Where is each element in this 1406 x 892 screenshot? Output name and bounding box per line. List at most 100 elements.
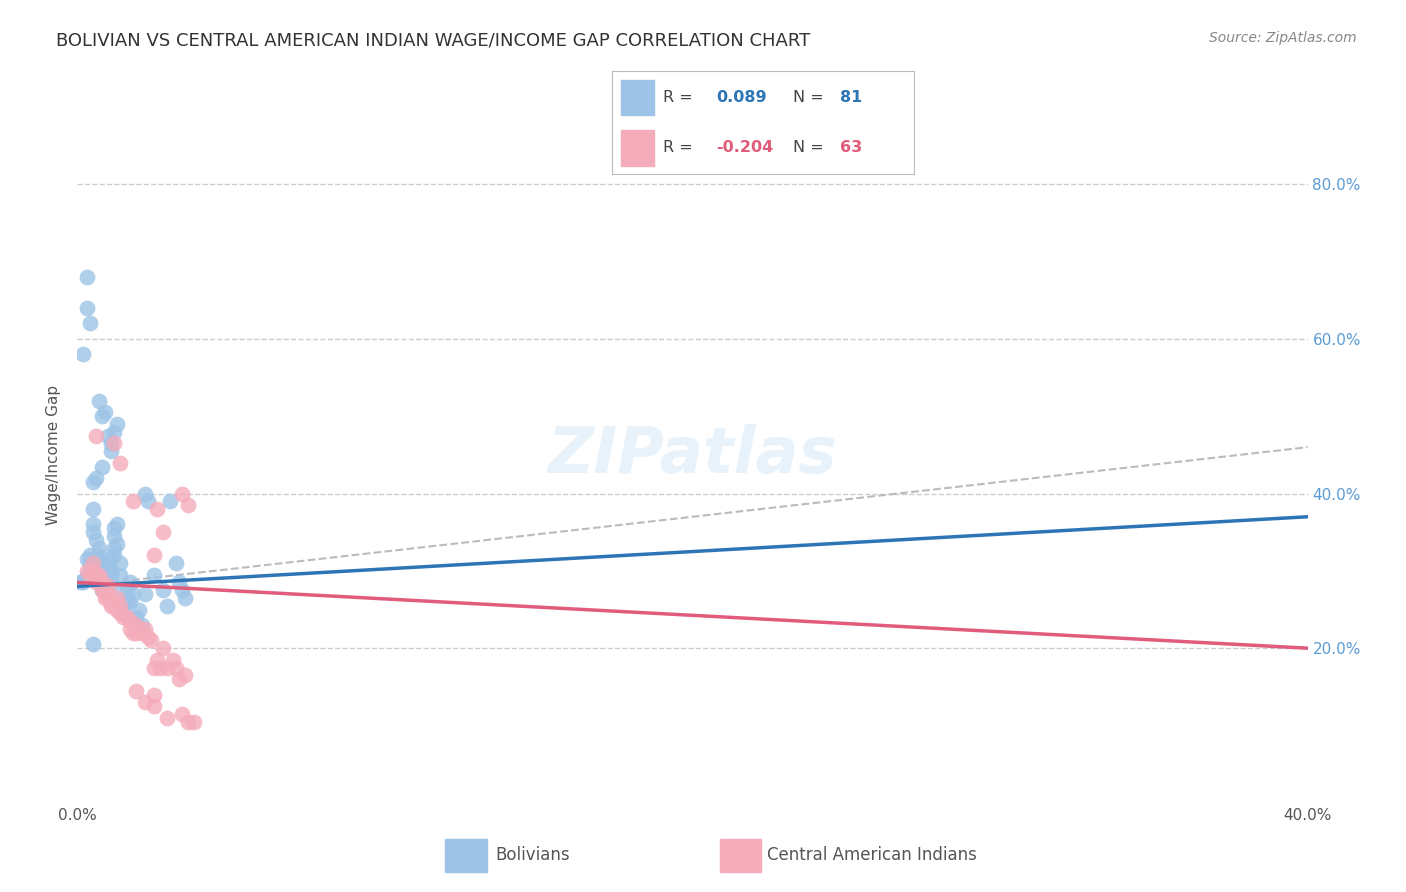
Point bbox=[94, 583, 117, 598]
FancyBboxPatch shape bbox=[620, 79, 654, 115]
Text: Bolivians: Bolivians bbox=[496, 847, 571, 864]
Point bbox=[112, 610, 135, 624]
Point bbox=[82, 637, 104, 651]
Point bbox=[87, 572, 110, 586]
Point bbox=[97, 564, 120, 578]
Point bbox=[143, 688, 166, 702]
FancyBboxPatch shape bbox=[446, 838, 486, 872]
Point bbox=[76, 567, 98, 582]
Point bbox=[87, 393, 110, 408]
Point bbox=[84, 575, 107, 590]
Point bbox=[125, 625, 148, 640]
Point bbox=[84, 567, 107, 582]
Point bbox=[121, 587, 143, 601]
FancyBboxPatch shape bbox=[720, 838, 762, 872]
Point bbox=[141, 633, 163, 648]
Point bbox=[110, 607, 132, 621]
Point bbox=[79, 567, 101, 582]
Point bbox=[97, 567, 120, 582]
Point bbox=[90, 583, 114, 598]
Point bbox=[100, 567, 122, 582]
Text: N =: N = bbox=[793, 90, 830, 105]
Point bbox=[149, 660, 172, 674]
Point bbox=[84, 533, 107, 547]
Point bbox=[84, 556, 107, 570]
Point bbox=[94, 560, 117, 574]
Point bbox=[100, 552, 122, 566]
Point bbox=[103, 595, 125, 609]
Point bbox=[112, 599, 135, 613]
Point bbox=[155, 660, 177, 674]
Point bbox=[76, 552, 98, 566]
Point bbox=[84, 560, 107, 574]
Point bbox=[121, 494, 143, 508]
Point bbox=[94, 405, 117, 419]
Point bbox=[159, 494, 181, 508]
Point bbox=[103, 541, 125, 555]
Point bbox=[146, 653, 169, 667]
Text: ZIPatlas: ZIPatlas bbox=[548, 424, 837, 486]
Point bbox=[105, 602, 128, 616]
Point bbox=[121, 625, 143, 640]
Point bbox=[97, 591, 120, 605]
Point bbox=[110, 583, 132, 598]
Point bbox=[103, 425, 125, 439]
Point bbox=[94, 579, 117, 593]
Point bbox=[134, 622, 156, 636]
Point bbox=[118, 595, 141, 609]
Point bbox=[143, 549, 166, 563]
Point bbox=[87, 549, 110, 563]
Point bbox=[170, 583, 193, 598]
Point bbox=[118, 575, 141, 590]
Point bbox=[110, 556, 132, 570]
Point bbox=[90, 556, 114, 570]
Point bbox=[90, 459, 114, 474]
Point bbox=[94, 583, 117, 598]
Point bbox=[128, 602, 150, 616]
Point bbox=[103, 436, 125, 450]
Point bbox=[177, 714, 200, 729]
Point bbox=[103, 599, 125, 613]
Point bbox=[84, 471, 107, 485]
Point bbox=[90, 409, 114, 424]
Point bbox=[105, 417, 128, 431]
Point bbox=[146, 502, 169, 516]
Text: R =: R = bbox=[664, 140, 697, 155]
Y-axis label: Wage/Income Gap: Wage/Income Gap bbox=[46, 384, 62, 525]
Point bbox=[167, 575, 190, 590]
Point bbox=[87, 575, 110, 590]
Point bbox=[134, 695, 156, 709]
Point bbox=[143, 699, 166, 714]
Point bbox=[155, 711, 177, 725]
Point bbox=[105, 537, 128, 551]
Point bbox=[76, 301, 98, 315]
Point bbox=[177, 498, 200, 512]
Point bbox=[143, 660, 166, 674]
Point bbox=[94, 564, 117, 578]
Point bbox=[165, 660, 187, 674]
Point bbox=[143, 567, 166, 582]
Point bbox=[87, 572, 110, 586]
Point bbox=[87, 552, 110, 566]
Point bbox=[100, 444, 122, 458]
Point bbox=[82, 502, 104, 516]
Point bbox=[125, 610, 148, 624]
Point bbox=[134, 486, 156, 500]
Text: 63: 63 bbox=[839, 140, 862, 155]
Point bbox=[82, 517, 104, 532]
Point bbox=[152, 583, 174, 598]
Point bbox=[72, 347, 94, 361]
Point bbox=[103, 549, 125, 563]
Point bbox=[94, 587, 117, 601]
Point bbox=[79, 317, 101, 331]
Point bbox=[69, 575, 91, 590]
Point bbox=[174, 591, 197, 605]
Point bbox=[87, 541, 110, 555]
Point bbox=[115, 595, 138, 609]
Point bbox=[76, 564, 98, 578]
Point bbox=[183, 714, 205, 729]
Point bbox=[118, 614, 141, 628]
Point bbox=[112, 607, 135, 621]
Point bbox=[128, 622, 150, 636]
Point bbox=[90, 583, 114, 598]
